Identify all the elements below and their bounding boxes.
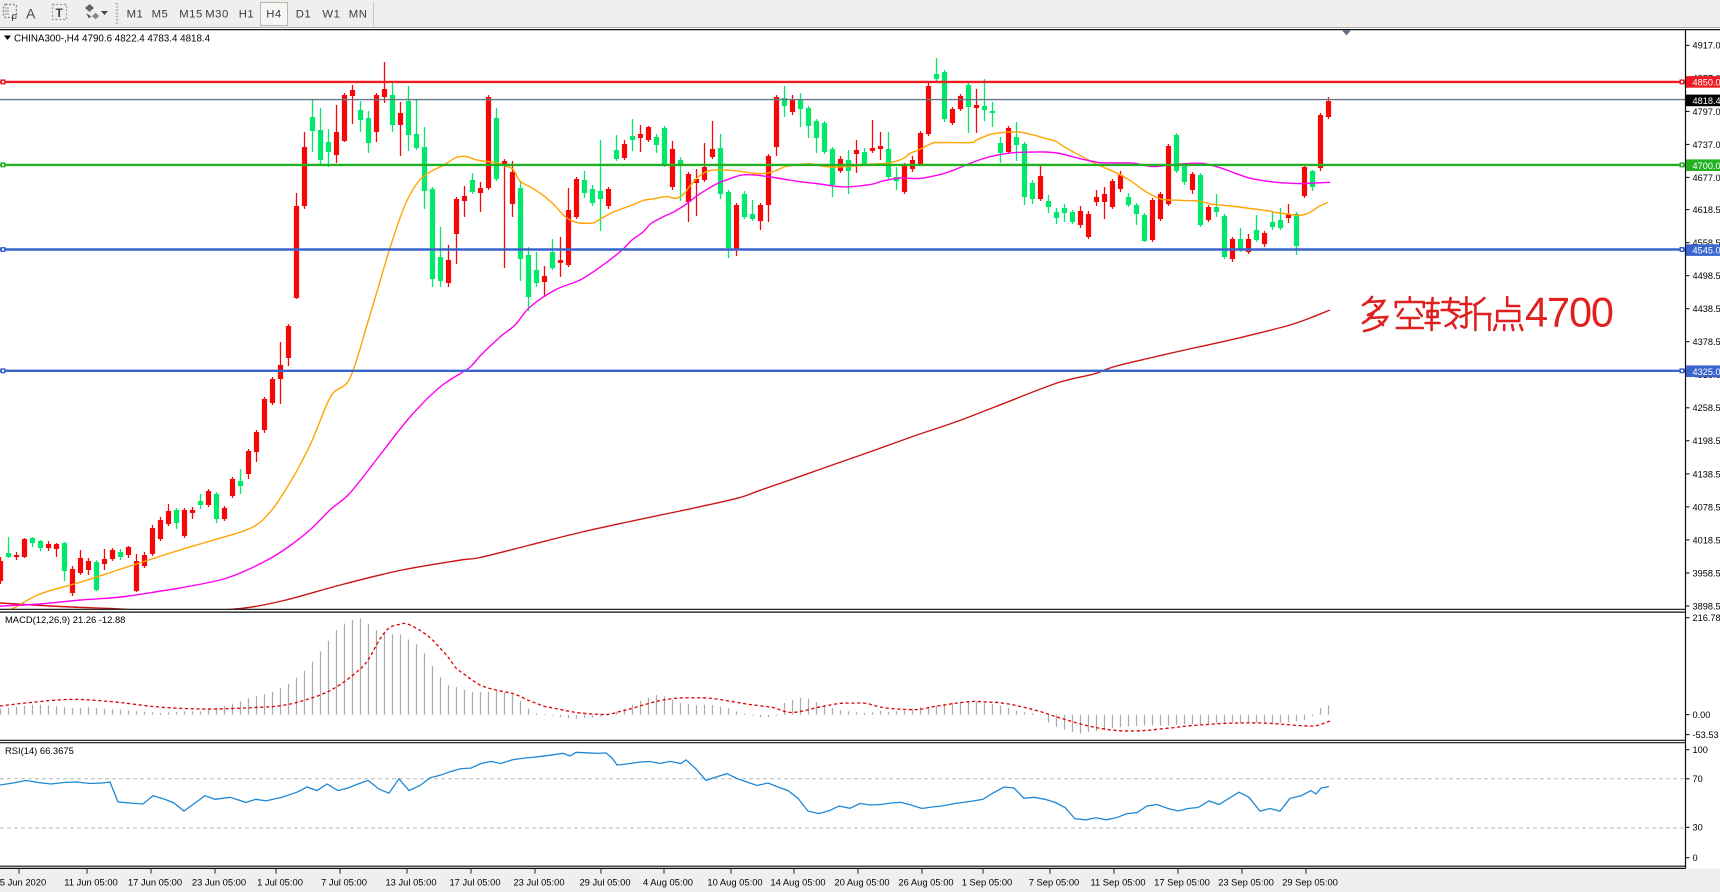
- svg-text:M15: M15: [179, 9, 202, 21]
- svg-text:1 Sep 05:00: 1 Sep 05:00: [962, 876, 1013, 887]
- svg-text:4138.5: 4138.5: [1693, 469, 1720, 479]
- svg-text:4438.5: 4438.5: [1693, 304, 1720, 314]
- svg-text:A: A: [26, 6, 36, 22]
- svg-text:4498.5: 4498.5: [1693, 271, 1720, 281]
- svg-text:100: 100: [1693, 745, 1708, 755]
- svg-text:4700: 4700: [1525, 289, 1614, 336]
- svg-text:17 Jun 05:00: 17 Jun 05:00: [128, 876, 182, 887]
- svg-text:H1: H1: [239, 9, 254, 21]
- svg-text:W1: W1: [322, 9, 340, 21]
- svg-text:4797.0: 4797.0: [1693, 107, 1720, 117]
- svg-text:4198.5: 4198.5: [1693, 436, 1720, 446]
- svg-text:23 Jul 05:00: 23 Jul 05:00: [513, 876, 564, 887]
- svg-text:23 Sep 05:00: 23 Sep 05:00: [1218, 876, 1274, 887]
- svg-text:17 Sep 05:00: 17 Sep 05:00: [1154, 876, 1210, 887]
- svg-text:30: 30: [1693, 823, 1703, 833]
- svg-text:4850.0: 4850.0: [1693, 78, 1720, 88]
- svg-text:70: 70: [1693, 774, 1703, 784]
- svg-text:10 Aug 05:00: 10 Aug 05:00: [707, 876, 762, 887]
- svg-text:CHINA300-,H4 4790.6 4822.4 47: CHINA300-,H4 4790.6 4822.4 4783.4 4818.4: [14, 34, 211, 45]
- svg-text:7 Jul 05:00: 7 Jul 05:00: [321, 876, 367, 887]
- svg-text:3898.5: 3898.5: [1693, 601, 1720, 611]
- svg-text:4325.0: 4325.0: [1693, 367, 1720, 377]
- svg-text:4258.5: 4258.5: [1693, 403, 1720, 413]
- svg-text:7 Sep 05:00: 7 Sep 05:00: [1029, 876, 1080, 887]
- svg-text:M5: M5: [152, 9, 169, 21]
- svg-text:14 Aug 05:00: 14 Aug 05:00: [770, 876, 825, 887]
- svg-text:3958.5: 3958.5: [1693, 568, 1720, 578]
- svg-text:26 Aug 05:00: 26 Aug 05:00: [898, 876, 953, 887]
- svg-text:216.78: 216.78: [1693, 613, 1720, 623]
- svg-text:H4: H4: [266, 9, 281, 21]
- svg-text:0: 0: [1693, 853, 1698, 863]
- svg-text:11 Jun 05:00: 11 Jun 05:00: [64, 876, 118, 887]
- svg-text:5 Jun 2020: 5 Jun 2020: [0, 876, 46, 887]
- svg-text:17 Jul 05:00: 17 Jul 05:00: [449, 876, 500, 887]
- svg-text:D1: D1: [296, 9, 311, 21]
- svg-text:4545.0: 4545.0: [1693, 246, 1720, 256]
- svg-text:RSI(14) 66.3675: RSI(14) 66.3675: [5, 745, 74, 756]
- svg-text:20 Aug 05:00: 20 Aug 05:00: [834, 876, 889, 887]
- svg-text:13 Jul 05:00: 13 Jul 05:00: [385, 876, 436, 887]
- svg-text:4 Aug 05:00: 4 Aug 05:00: [643, 876, 693, 887]
- svg-text:4378.5: 4378.5: [1693, 337, 1720, 347]
- svg-text:4018.5: 4018.5: [1693, 535, 1720, 545]
- svg-text:F: F: [12, 13, 18, 23]
- svg-text:4677.0: 4677.0: [1693, 173, 1720, 183]
- svg-text:4078.5: 4078.5: [1693, 502, 1720, 512]
- svg-text:MN: MN: [349, 9, 368, 21]
- svg-text:23 Jun 05:00: 23 Jun 05:00: [192, 876, 246, 887]
- svg-text:29 Sep 05:00: 29 Sep 05:00: [1282, 876, 1338, 887]
- svg-text:4737.0: 4737.0: [1693, 140, 1720, 150]
- svg-text:1 Jul 05:00: 1 Jul 05:00: [257, 876, 303, 887]
- svg-text:4917.0: 4917.0: [1693, 41, 1720, 51]
- svg-text:11 Sep 05:00: 11 Sep 05:00: [1090, 876, 1145, 887]
- svg-text:M1: M1: [127, 9, 144, 21]
- svg-text:29 Jul 05:00: 29 Jul 05:00: [579, 876, 630, 887]
- svg-text:-53.53: -53.53: [1693, 730, 1719, 740]
- svg-text:0.00: 0.00: [1693, 710, 1711, 720]
- svg-text:4818.4: 4818.4: [1693, 96, 1720, 106]
- svg-text:4558.5: 4558.5: [1693, 238, 1720, 248]
- svg-text:T: T: [56, 6, 64, 20]
- svg-text:M30: M30: [205, 9, 228, 21]
- svg-text:4618.5: 4618.5: [1693, 205, 1720, 215]
- svg-text:4700.0: 4700.0: [1693, 161, 1720, 171]
- svg-text:MACD(12,26,9) 21.26 -12.88: MACD(12,26,9) 21.26 -12.88: [5, 614, 125, 625]
